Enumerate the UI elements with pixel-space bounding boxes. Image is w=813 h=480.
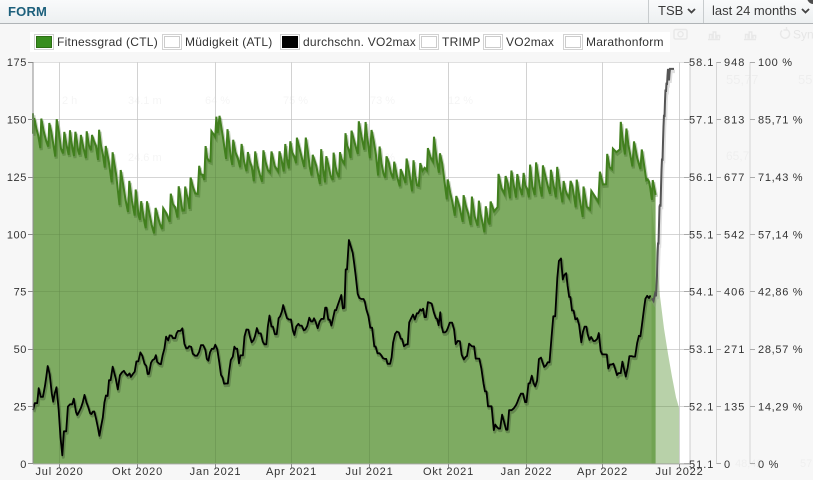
svg-text:52.1: 52.1: [689, 402, 714, 414]
svg-text:2 h: 2 h: [62, 95, 77, 107]
svg-text:0: 0: [20, 459, 27, 471]
svg-text:64 %: 64 %: [205, 95, 230, 107]
svg-text:85,71 %: 85,71 %: [758, 114, 803, 126]
svg-text:100: 100: [7, 229, 27, 241]
svg-text:Okt 2020: Okt 2020: [112, 466, 163, 478]
svg-text:34.1 m: 34.1 m: [128, 95, 162, 107]
svg-text:57: 57: [800, 458, 812, 470]
svg-text:28,57 %: 28,57 %: [758, 344, 803, 356]
svg-text:100 %: 100 %: [758, 57, 793, 69]
svg-text:55.1: 55.1: [689, 229, 714, 241]
svg-text:813: 813: [724, 114, 745, 126]
svg-text:948: 948: [724, 57, 745, 69]
svg-text:57,14 %: 57,14 %: [758, 229, 803, 241]
svg-text:58.1: 58.1: [689, 57, 714, 69]
svg-text:Jul 2020: Jul 2020: [36, 466, 84, 478]
svg-text:Jul 2022: Jul 2022: [656, 466, 704, 478]
svg-text:271: 271: [724, 344, 745, 356]
svg-text:175: 175: [7, 57, 27, 69]
svg-text:53.1: 53.1: [689, 344, 714, 356]
svg-text:42,86 %: 42,86 %: [758, 287, 803, 299]
svg-text:57.1: 57.1: [689, 114, 714, 126]
svg-text:73 %: 73 %: [370, 95, 395, 107]
svg-text:71,43 %: 71,43 %: [758, 172, 803, 184]
svg-text:12 %: 12 %: [448, 95, 473, 107]
svg-text:406: 406: [724, 287, 745, 299]
svg-text:56.1: 56.1: [689, 172, 714, 184]
svg-text:Okt 2021: Okt 2021: [423, 466, 474, 478]
svg-text:677: 677: [724, 172, 745, 184]
svg-text:0: 0: [724, 459, 731, 471]
svg-text:Jul 2021: Jul 2021: [346, 466, 394, 478]
svg-text:Apr 2021: Apr 2021: [266, 466, 317, 478]
svg-text:65,7: 65,7: [726, 149, 750, 163]
svg-text:25: 25: [14, 402, 27, 414]
svg-text:14,29 %: 14,29 %: [758, 402, 803, 414]
svg-text:24.6 m: 24.6 m: [128, 152, 162, 164]
svg-text:75: 75: [14, 287, 27, 299]
svg-text:125: 125: [7, 172, 27, 184]
svg-text:50: 50: [14, 344, 27, 356]
svg-text:54.1: 54.1: [689, 287, 714, 299]
svg-text:Apr 2022: Apr 2022: [577, 466, 628, 478]
svg-text:55: 55: [798, 72, 812, 87]
svg-text:150: 150: [7, 114, 27, 126]
svg-text:Jan 2022: Jan 2022: [501, 466, 553, 478]
svg-text:Syn: Syn: [793, 28, 813, 42]
svg-text:135: 135: [724, 402, 745, 414]
svg-text:51.1: 51.1: [689, 459, 714, 471]
svg-text:Jan 2021: Jan 2021: [190, 466, 242, 478]
svg-text:55,77: 55,77: [726, 72, 759, 87]
svg-text:542: 542: [724, 229, 745, 241]
svg-text:75 %: 75 %: [283, 95, 308, 107]
svg-text:0 %: 0 %: [758, 459, 779, 471]
